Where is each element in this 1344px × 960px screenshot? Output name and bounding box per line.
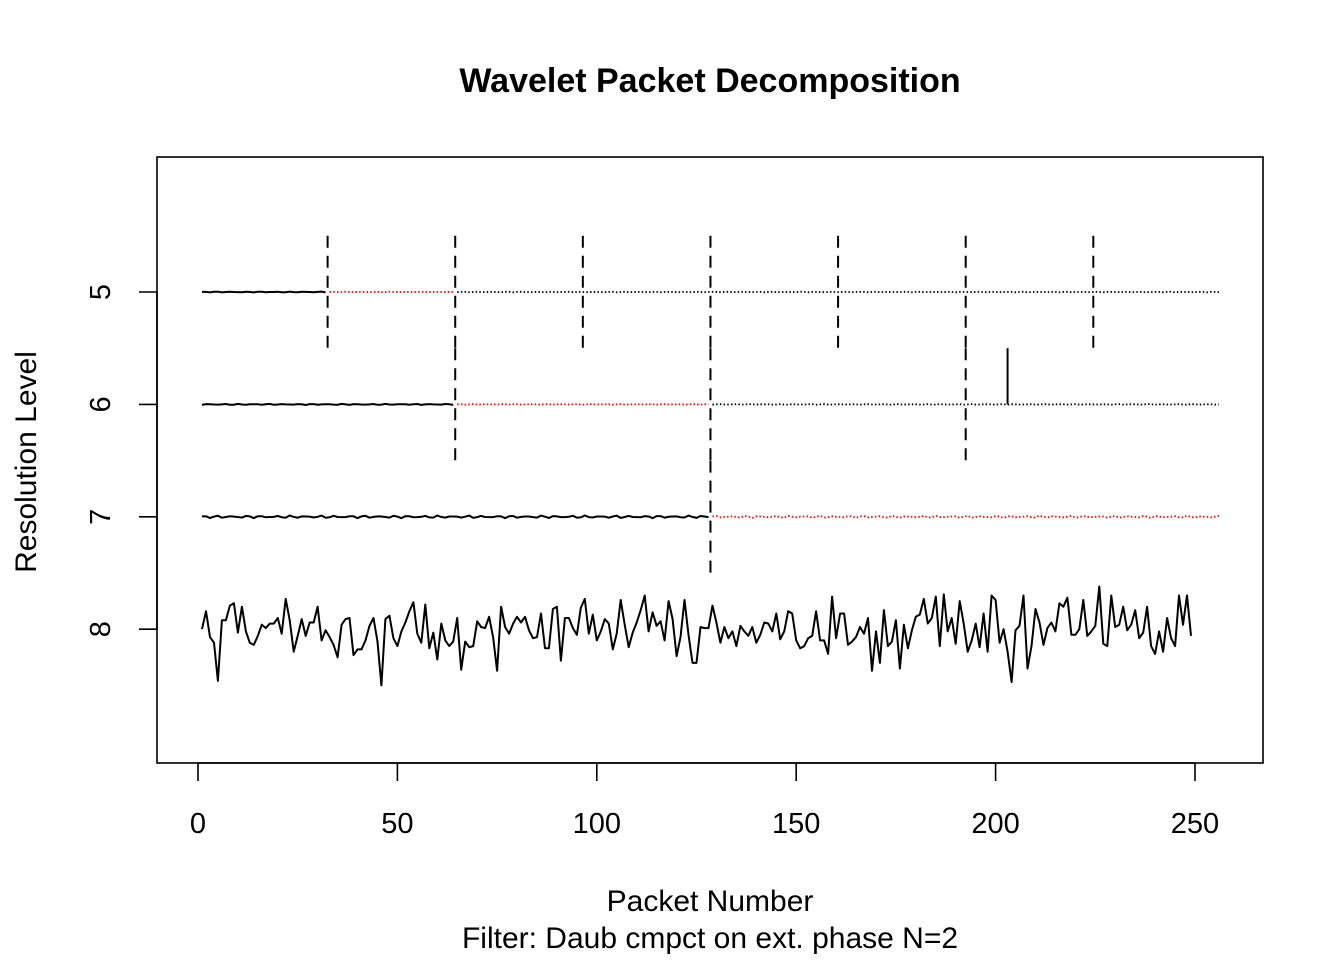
series-level-6-segment xyxy=(712,403,1219,406)
x-tick-label: 250 xyxy=(1171,808,1219,840)
series-level-5-segment xyxy=(457,290,1219,294)
series-level-5-segment xyxy=(329,290,454,294)
x-tick-label: 150 xyxy=(772,808,820,840)
chart-title: Wavelet Packet Decomposition xyxy=(459,62,960,100)
series-level-7-segment xyxy=(712,514,1220,519)
series-level-6-segment xyxy=(457,403,709,406)
y-axis: 5 6 7 8 xyxy=(85,284,158,637)
x-axis: 0 50 100 150 200 250 xyxy=(190,762,1219,840)
level-series xyxy=(201,290,1220,687)
y-tick-label: 5 xyxy=(85,284,117,300)
x-tick-label: 50 xyxy=(381,808,413,840)
chart-subtitle: Filter: Daub cmpct on ext. phase N=2 xyxy=(462,922,958,955)
y-tick-label: 6 xyxy=(85,396,117,412)
x-axis-label: Packet Number xyxy=(607,885,814,918)
y-tick-label: 8 xyxy=(85,621,117,637)
series-level-8-signal xyxy=(201,585,1192,687)
x-tick-label: 200 xyxy=(971,808,1019,840)
series-level-7-segment xyxy=(201,514,709,520)
series-level-6-segment xyxy=(201,402,454,407)
y-axis-label: Resolution Level xyxy=(10,351,43,573)
y-tick-label: 7 xyxy=(85,509,117,525)
x-tick-label: 0 xyxy=(190,808,206,840)
series-level-5-segment xyxy=(202,290,326,294)
x-tick-label: 100 xyxy=(573,808,621,840)
